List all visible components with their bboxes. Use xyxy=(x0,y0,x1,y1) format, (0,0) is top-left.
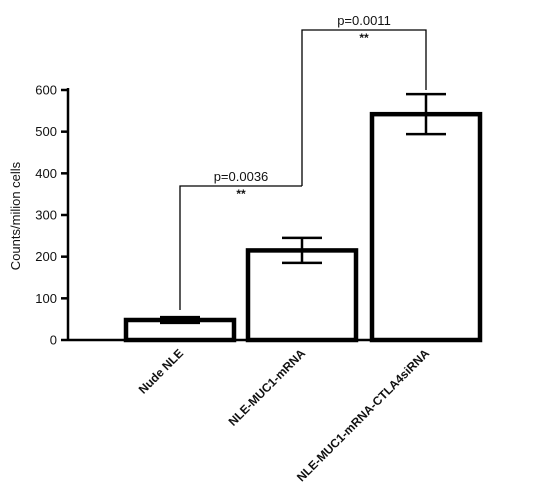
y-tick-label: 600 xyxy=(35,83,57,98)
p-value-label-2: p=0.0011 xyxy=(337,13,391,28)
y-tick-label: 200 xyxy=(35,249,57,264)
y-axis-label: Counts/milion cells xyxy=(8,161,23,270)
x-tick-label-2: NLE-MUC1-mRNA xyxy=(226,346,309,429)
significance-stars-1: ** xyxy=(236,187,246,201)
significance-bracket-1 xyxy=(179,185,302,310)
y-tick-label: 500 xyxy=(35,124,57,139)
bar-2 xyxy=(245,248,359,343)
significance-bracket-2 xyxy=(301,29,427,186)
significance-stars-2: ** xyxy=(359,31,369,45)
bar-3 xyxy=(369,111,483,343)
y-tick-label: 300 xyxy=(35,208,57,223)
x-tick-label-3: NLE-MUC1-mRNA-CTLA4siRNA xyxy=(294,346,432,484)
x-tick-label-1: Nude NLE xyxy=(136,346,186,396)
y-tick-label: 400 xyxy=(35,166,57,181)
y-tick-label: 100 xyxy=(35,291,57,306)
y-tick-label: 0 xyxy=(50,333,57,348)
p-value-label-1: p=0.0036 xyxy=(214,169,269,184)
